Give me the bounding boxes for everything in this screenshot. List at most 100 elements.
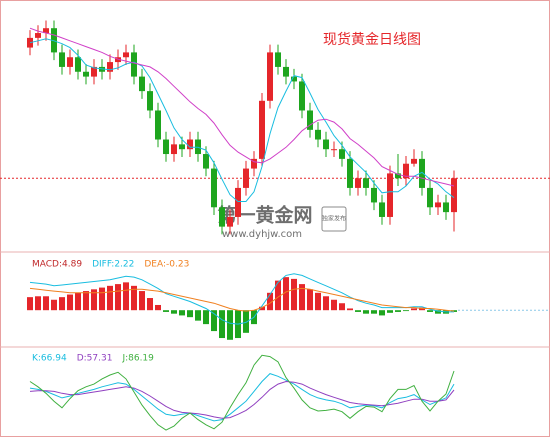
histogram-bar [123,282,129,311]
series-line [29,373,455,422]
watermark-site: www.dyhjw.com [222,229,302,240]
candle-body [83,71,89,77]
candle-body [323,139,329,150]
watermark-brand: 第一黄金网 [217,204,312,227]
legend-entry: D:57.31 [77,354,113,364]
histogram-bar [291,278,297,311]
histogram-bar [155,304,161,311]
candle-body [131,52,137,77]
watermark: 第一黄金网 www.dyhjw.com 独家发布 [217,204,347,240]
histogram-bar [411,308,417,311]
histogram-bar [195,310,201,321]
histogram-bar [35,296,41,311]
candle-body [147,91,153,111]
candle-body [307,110,313,130]
candle-body [387,173,393,217]
legend-entry: DEA:-0.23 [144,260,189,270]
candle-body [339,149,345,159]
candle-body [235,187,241,217]
histogram-bar [227,310,233,340]
candle-body [427,187,433,208]
histogram-bar [259,306,265,311]
candle-body [139,76,145,92]
histogram-bar [51,299,57,311]
histogram-bar [67,294,73,311]
candle-body [347,158,353,188]
candle-body [443,202,449,213]
histogram-bar [315,292,321,311]
histogram-bar [179,310,185,316]
candle-body [195,139,201,155]
candle-body [299,81,305,111]
candle-body [419,158,425,188]
candle-body [227,216,233,227]
histogram-bar [91,289,97,311]
series-line [29,354,455,431]
histogram-bar [139,291,145,311]
histogram-bar [435,310,441,314]
candle-body [451,178,457,213]
histogram-bar [387,310,393,313]
candle-body [43,28,49,34]
histogram-bar [131,285,137,311]
histogram-bar [395,310,401,312]
histogram-bar [43,296,49,311]
histogram-bar [339,303,345,311]
candle-body [243,168,249,188]
candle-body [35,33,41,38]
candle-body [435,202,441,208]
legend-entry: MACD:4.89 [32,260,82,270]
candle-body [403,163,409,179]
histogram-bar [83,291,89,311]
histogram-bar [203,310,209,325]
histogram-bar [379,310,385,316]
candle-body [59,52,65,67]
candle-body [27,37,33,48]
histogram-bar [355,310,361,312]
histogram-bar [187,310,193,318]
watermark-badge-box [321,206,347,232]
candle-body [395,173,401,179]
histogram-bar [427,310,433,312]
histogram-bar [307,289,313,311]
candle-body [371,187,377,203]
candle-body [211,168,217,208]
candle-body [259,100,265,159]
histogram-bar [99,287,105,311]
series-line [29,380,455,419]
histogram-bar [299,284,305,311]
watermark-badge: 独家发布 [322,215,346,223]
candle-body [275,52,281,67]
candle-body [411,158,417,164]
chart-title: 现货黄金日线图 [323,31,421,48]
candle-body [331,149,337,151]
candle-body [219,207,225,227]
histogram-bar [107,285,113,311]
histogram-bar [171,310,177,314]
legend-entry: K:66.94 [32,354,67,364]
series-line [29,273,454,325]
histogram-bar [323,296,329,311]
histogram-bar [115,284,121,311]
histogram-bar [363,310,369,314]
series-line [29,38,455,202]
histogram-bar [147,298,153,311]
histogram-bar [275,280,281,311]
candle-body [187,139,193,150]
candle-body [267,52,273,101]
histogram-bar [283,277,289,311]
candle-body [379,202,385,217]
candle-body [283,66,289,77]
legend-entry: DIFF:2.22 [92,260,134,270]
candle-body [123,52,129,58]
candle-body [155,110,161,140]
histogram-bar [347,308,353,311]
candle-body [67,57,73,67]
candle-body [363,178,369,188]
candle-body [355,178,361,188]
candle-body [171,144,177,155]
histogram-bar [211,310,217,332]
candle-body [203,154,209,169]
